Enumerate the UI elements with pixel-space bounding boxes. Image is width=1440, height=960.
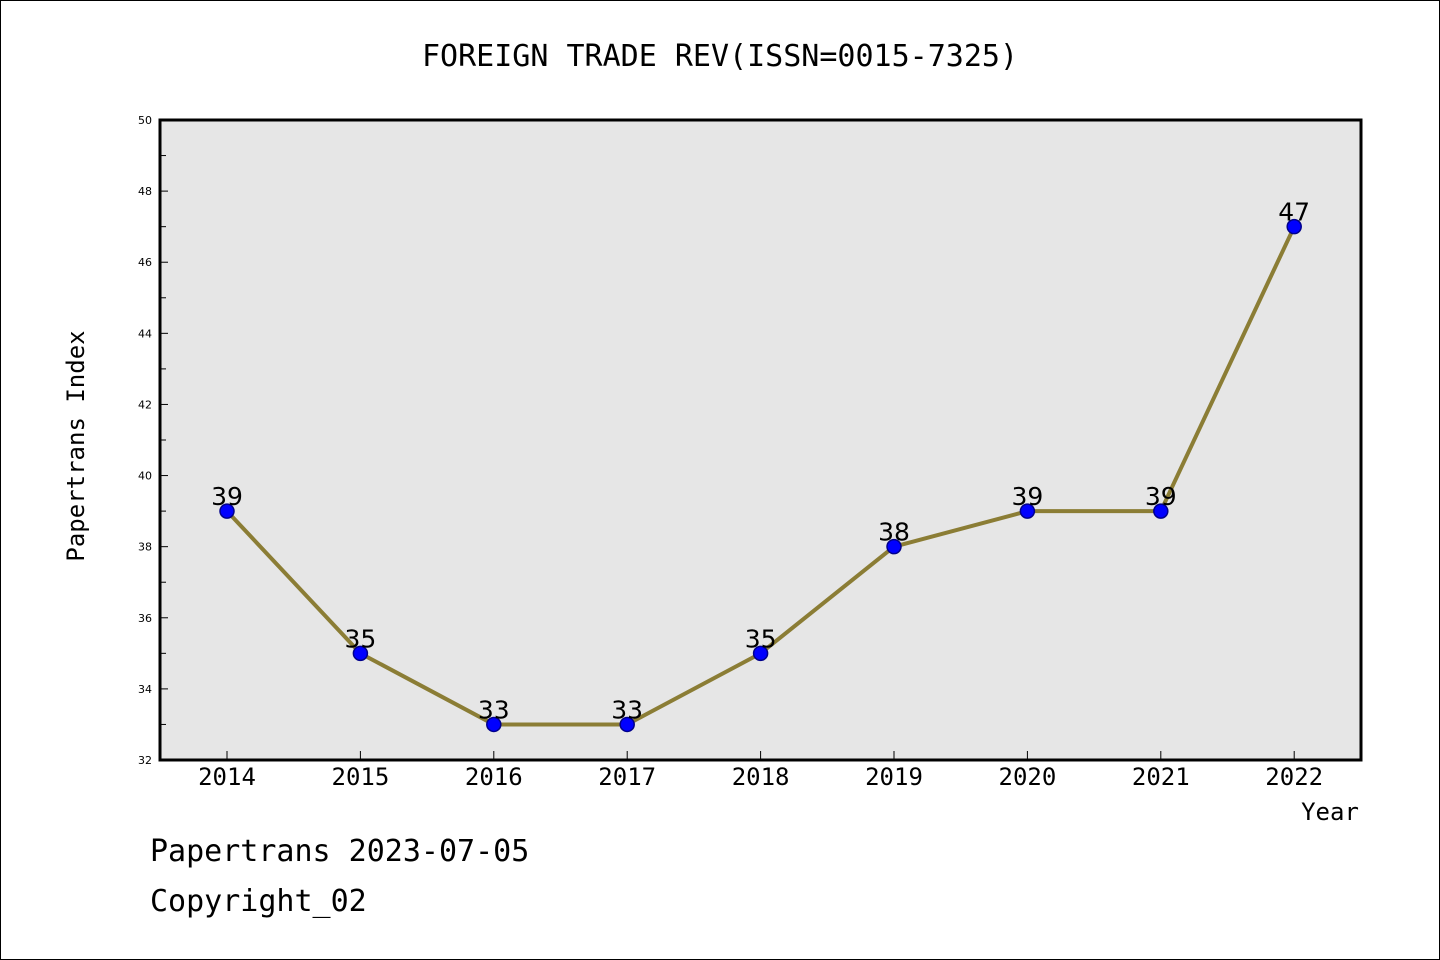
x-tick-label: 2017 xyxy=(598,763,656,791)
footer-date-text: Papertrans 2023-07-05 xyxy=(150,834,530,869)
chart-title: FOREIGN TRADE REV(ISSN=0015-7325) xyxy=(422,39,1018,74)
x-tick-label: 2019 xyxy=(865,763,923,791)
data-labels: 39 35 33 33 35 38 39 39 47 xyxy=(211,198,1310,725)
y-tick-label: 46 xyxy=(138,256,152,269)
y-tick-label: 40 xyxy=(138,470,152,483)
data-point xyxy=(752,645,769,662)
x-axis: 2014 2015 2016 2017 2018 2019 2020 2021 2022 xyxy=(198,751,1323,791)
y-tick-label: 38 xyxy=(138,541,152,554)
data-label: 33 xyxy=(611,695,643,724)
x-tick-label: 2021 xyxy=(1132,763,1190,791)
x-axis-title: Year xyxy=(1301,798,1359,826)
data-point xyxy=(1153,503,1169,519)
data-label: 38 xyxy=(878,518,910,547)
x-tick-label: 2020 xyxy=(999,763,1057,791)
footer-copyright-text: Copyright_02 xyxy=(150,884,367,919)
y-tick-label: 42 xyxy=(138,398,152,411)
data-point xyxy=(219,503,235,519)
series-layer xyxy=(219,218,1302,733)
y-tick-label: 44 xyxy=(138,327,152,340)
y-tick-label: 34 xyxy=(138,683,152,696)
data-label: 47 xyxy=(1278,198,1310,227)
data-label: 39 xyxy=(1145,482,1177,511)
y-axis-title: Papertrans Index xyxy=(62,330,90,561)
plot-area xyxy=(160,120,1361,760)
data-label: 39 xyxy=(211,482,243,511)
data-label: 33 xyxy=(478,695,510,724)
plot-border xyxy=(158,118,1363,762)
x-tick-label: 2016 xyxy=(465,763,523,791)
data-point xyxy=(352,645,369,662)
data-point xyxy=(1286,218,1302,235)
x-tick-label: 2014 xyxy=(198,763,256,791)
y-tick-label: 50 xyxy=(138,114,152,127)
data-point xyxy=(486,716,502,733)
data-label: 35 xyxy=(745,624,777,653)
x-tick-label: 2022 xyxy=(1265,763,1323,791)
data-point xyxy=(886,538,902,555)
y-tick-label: 36 xyxy=(138,612,152,625)
x-tick-label: 2015 xyxy=(332,763,390,791)
y-tick-label: 48 xyxy=(138,185,152,198)
x-tick-label: 2018 xyxy=(732,763,790,791)
y-tick-label: 32 xyxy=(138,754,152,767)
data-point xyxy=(1019,503,1036,519)
data-label: 39 xyxy=(1011,482,1043,511)
data-point xyxy=(619,716,635,733)
data-label: 35 xyxy=(344,624,376,653)
